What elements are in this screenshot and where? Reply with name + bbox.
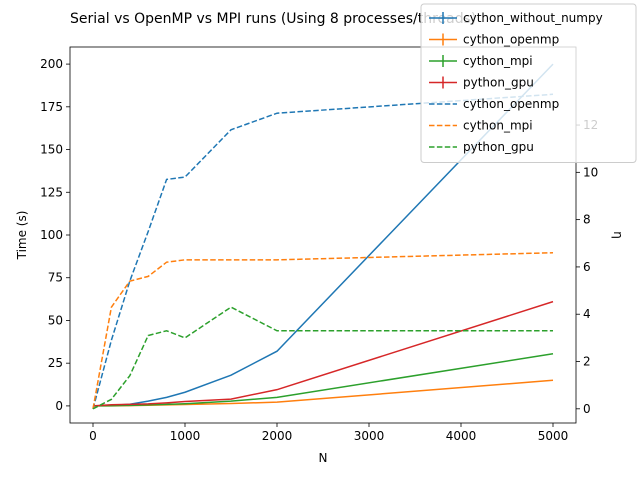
plot-area <box>92 63 554 410</box>
efficiency-python-gpu-line <box>92 306 553 410</box>
time-cython-openmp-line <box>92 379 554 407</box>
y-tick-label: 150 <box>40 143 63 157</box>
y2-tick-label: 10 <box>583 165 598 179</box>
y-tick-label: 0 <box>55 399 63 413</box>
y-tick-label: 75 <box>48 271 63 285</box>
x-tick-label: 1000 <box>170 429 201 443</box>
efficiency-cython-openmp-line <box>92 93 554 410</box>
legend-label: cython_mpi <box>463 54 533 68</box>
legend-label: cython_openmp <box>463 33 559 47</box>
y-tick-label: 125 <box>40 185 63 199</box>
y2-tick-label: 2 <box>583 355 591 369</box>
legend: cython_without_numpy cython_openmp cython_… <box>420 3 637 163</box>
y2-tick-label: 6 <box>583 260 591 274</box>
axes: 0 1000 2000 3000 4000 50000255075100125150175… <box>40 57 598 443</box>
y-tick-label: 175 <box>40 100 63 114</box>
y-tick-label: 50 <box>48 313 63 327</box>
y2-axis-label: η <box>611 231 625 239</box>
y2-tick-label: 8 <box>583 213 591 227</box>
x-axis-label: N <box>319 451 328 465</box>
y-tick-label: 25 <box>48 356 63 370</box>
legend-label: python_gpu <box>463 140 534 154</box>
x-tick-label: 5000 <box>538 429 569 443</box>
y2-tick-label: 4 <box>583 307 591 321</box>
x-tick-label: 3000 <box>354 429 385 443</box>
legend-label: cython_openmp <box>463 97 559 111</box>
efficiency-cython-mpi-line <box>92 251 554 409</box>
legend-label: cython_mpi <box>463 119 533 133</box>
legend-label: cython_without_numpy <box>463 11 603 25</box>
legend-label: python_gpu <box>463 76 534 90</box>
y-axis-label: Time (s) <box>15 211 29 261</box>
y-tick-label: 200 <box>40 57 63 71</box>
legend-box <box>420 3 637 163</box>
x-tick-label: 2000 <box>262 429 293 443</box>
time-cython-mpi-line <box>92 353 554 407</box>
y2-tick-label: 0 <box>583 402 591 416</box>
y-tick-label: 100 <box>40 228 63 242</box>
chart-title: Serial vs OpenMP vs MPI runs (Using 8 pr… <box>70 11 476 27</box>
time-python-gpu-line <box>92 300 554 407</box>
x-tick-label: 4000 <box>446 429 477 443</box>
x-tick-label: 0 <box>89 429 97 443</box>
